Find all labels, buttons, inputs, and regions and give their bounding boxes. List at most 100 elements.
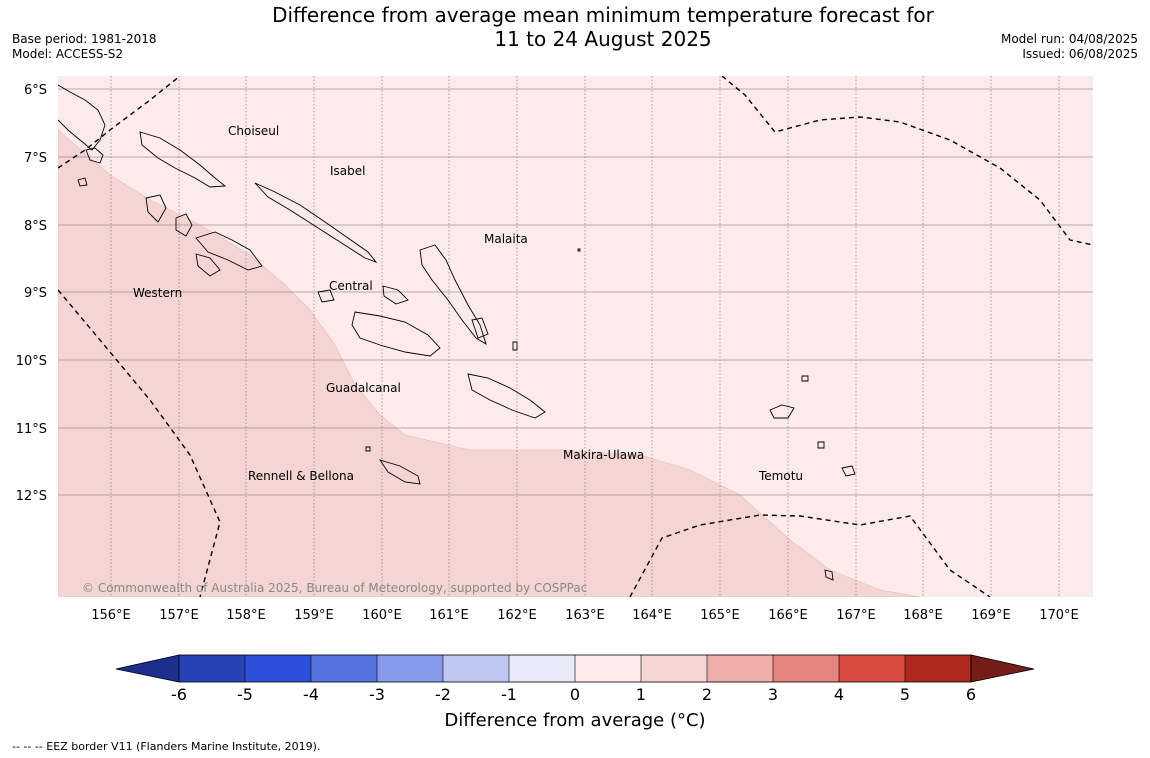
map-title: Difference from average mean minimum tem… [230, 3, 976, 51]
island-utupua [817, 441, 825, 449]
place-label-temotu: Temotu [758, 469, 803, 483]
island-makira [467, 373, 546, 419]
place-label-central: Central [329, 279, 373, 293]
province-labels: Choiseul Isabel Malaita Western Central … [133, 124, 803, 483]
map-panel: © Commonwealth of Australia 2025, Bureau… [58, 76, 1093, 597]
island-guadalcanal [351, 311, 441, 357]
colorbar-bin [707, 655, 773, 682]
island-reef [801, 375, 809, 382]
place-label-guadalcanal: Guadalcanal [326, 381, 401, 395]
map-copyright: © Commonwealth of Australia 2025, Bureau… [82, 581, 587, 595]
colorbar-bin [377, 655, 443, 682]
issued-date: Issued: 06/08/2025 [1022, 47, 1138, 61]
lat-label: 9°S [24, 286, 47, 301]
lat-label: 10°S [16, 354, 47, 369]
meta-left: Base period: 1981-2018 Model: ACCESS-S2 [12, 32, 157, 62]
lon-label: 165°E [700, 608, 740, 623]
island-choiseul [139, 131, 227, 188]
colorbar-bin [443, 655, 509, 682]
lon-label: 156°E [91, 608, 131, 623]
island-isabel [254, 182, 378, 263]
colorbar-tick: -2 [435, 685, 451, 704]
place-label-makira-ulawa: Makira-Ulawa [563, 448, 644, 462]
latitude-labels: 6°S 7°S 8°S 9°S 10°S 11°S 12°S [16, 83, 47, 504]
lat-label: 6°S [24, 83, 47, 98]
island-santa-cruz [769, 404, 795, 419]
lon-label: 163°E [565, 608, 605, 623]
island-rennell [378, 459, 421, 485]
island-rendova [195, 253, 221, 277]
band-1-to-2 [58, 129, 921, 597]
colorbar-bin [179, 655, 245, 682]
base-period: Base period: 1981-2018 [12, 32, 157, 46]
lon-label: 168°E [903, 608, 943, 623]
lon-label: 170°E [1039, 608, 1079, 623]
colorbar-tick: -5 [237, 685, 253, 704]
lat-label: 8°S [24, 219, 47, 234]
lon-label: 166°E [768, 608, 808, 623]
lon-label: 169°E [971, 608, 1011, 623]
island-new-georgia [195, 231, 263, 271]
colorbar-tick: 5 [900, 685, 910, 704]
island-malaita [419, 244, 487, 345]
island-small-malaita [471, 317, 489, 339]
island-kolombangara [175, 213, 193, 237]
lat-label: 7°S [24, 151, 47, 166]
graticule [58, 76, 1093, 597]
colorbar-bin [509, 655, 575, 682]
island-bellona [365, 446, 371, 452]
colorbar-tick: -1 [501, 685, 517, 704]
colorbar-bin [575, 655, 641, 682]
lat-label: 11°S [16, 422, 47, 437]
lon-label: 164°E [632, 608, 672, 623]
colorbar-bin [905, 655, 971, 682]
colorbar-tick: -6 [171, 685, 187, 704]
islands [58, 84, 856, 581]
island-vanikoro [841, 465, 856, 477]
island-vella-lavella [145, 194, 167, 223]
colorbar-bin [311, 655, 377, 682]
colorbar-tick: 6 [966, 685, 976, 704]
colorbar-tick: -4 [303, 685, 319, 704]
lon-label: 167°E [836, 608, 876, 623]
place-label-choiseul: Choiseul [228, 124, 279, 138]
title-line-1: Difference from average mean minimum tem… [272, 3, 934, 27]
lon-label: 157°E [159, 608, 199, 623]
colorbar-bin [641, 655, 707, 682]
island-buka [85, 147, 104, 164]
island-bougainville [58, 84, 106, 151]
model-run: Model run: 04/08/2025 [1000, 32, 1138, 46]
colorbar-tick: 2 [702, 685, 712, 704]
island-nggela [317, 289, 335, 303]
lon-label: 159°E [294, 608, 334, 623]
title-line-2: 11 to 24 August 2025 [494, 27, 712, 51]
island-anuta [824, 569, 834, 581]
eez-footnote: -- -- -- EEZ border V11 (Flanders Marine… [12, 740, 321, 753]
lon-label: 162°E [497, 608, 537, 623]
colorbar-tick: 3 [768, 685, 778, 704]
lon-label: 160°E [362, 608, 402, 623]
colorbar-tick: 4 [834, 685, 844, 704]
island-russell [382, 285, 409, 305]
place-label-malaita: Malaita [484, 232, 528, 246]
colorbar-dividers [244, 655, 906, 682]
place-label-isabel: Isabel [330, 164, 365, 178]
place-label-rennell-bellona: Rennell & Bellona [248, 469, 354, 483]
lat-label: 12°S [16, 489, 47, 504]
colorbar-label: Difference from average (°C) [444, 710, 706, 731]
model-name: Model: ACCESS-S2 [12, 47, 124, 61]
lon-label: 161°E [429, 608, 469, 623]
longitude-labels: 156°E 157°E 158°E 159°E 160°E 161°E 162°… [91, 608, 1079, 623]
meta-right: Model run: 04/08/2025 Issued: 06/08/2025 [1001, 32, 1138, 62]
colorbar-extend-high [970, 654, 1035, 683]
island-sikaiana [577, 248, 581, 252]
colorbar-ticks: -6 -5 -4 -3 -2 -1 0 1 2 3 4 5 6 [171, 685, 976, 704]
colorbar-bin [839, 655, 905, 682]
island-ulawa [512, 341, 518, 351]
colorbar-tick: 1 [636, 685, 646, 704]
place-label-western: Western [133, 286, 182, 300]
colorbar: -6 -5 -4 -3 -2 -1 0 1 2 3 4 5 6 [115, 654, 1035, 704]
lon-label: 158°E [226, 608, 266, 623]
colorbar-extend-low [115, 654, 180, 683]
